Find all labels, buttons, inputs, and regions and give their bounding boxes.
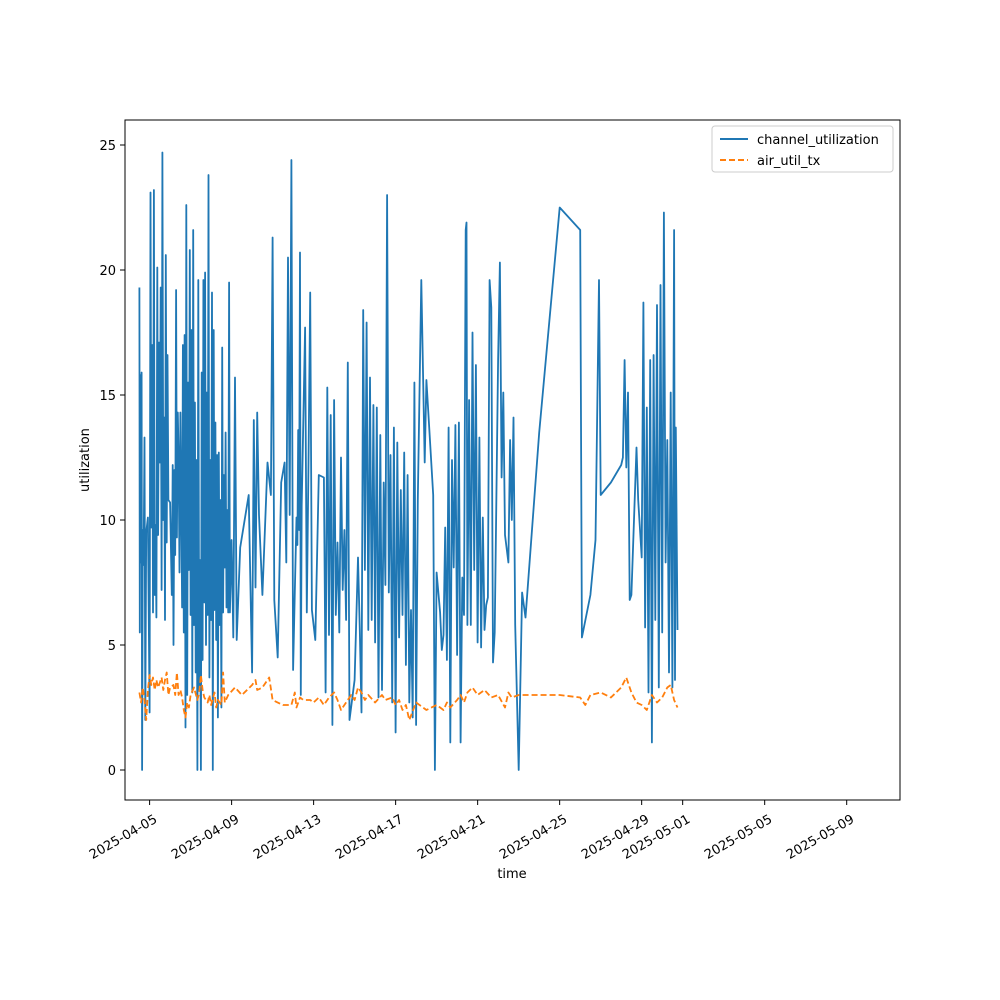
legend-box <box>711 125 894 173</box>
y-tick-label: 0 <box>108 764 116 779</box>
y-axis: 0 5 10 15 20 25 <box>99 139 125 779</box>
x-axis-label: time <box>497 867 526 882</box>
legend: channel_utilization air_util_tx <box>711 125 894 173</box>
series-layer <box>138 151 679 771</box>
series-line-air-util-tx <box>138 671 679 721</box>
y-tick-label: 15 <box>99 389 116 404</box>
y-axis-label: utilization <box>78 428 93 492</box>
plot-frame <box>124 119 901 801</box>
legend-label-air-util-tx: air_util_tx <box>757 154 821 169</box>
series-line-channel-utilization <box>138 151 679 771</box>
y-tick-label: 25 <box>99 139 116 154</box>
legend-label-channel-utilization: channel_utilization <box>757 133 879 148</box>
y-tick-label: 5 <box>108 639 116 654</box>
y-tick-label: 20 <box>99 264 116 279</box>
y-tick-label: 10 <box>99 514 116 529</box>
